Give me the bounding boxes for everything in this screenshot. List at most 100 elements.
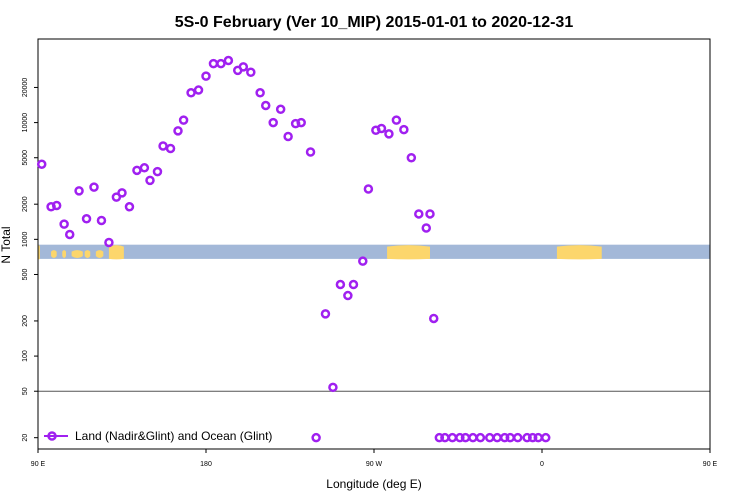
y-axis-label: N Total (0, 226, 13, 263)
data-point (178, 115, 189, 125)
data-point (255, 88, 265, 98)
y-tick-label: 500 (22, 269, 29, 281)
y-tick-label: 20000 (22, 78, 29, 98)
data-point (475, 432, 486, 443)
data-point (64, 229, 75, 240)
data-point (36, 159, 47, 169)
data-point (328, 382, 338, 393)
land-patch (71, 250, 83, 258)
data-point (173, 126, 183, 136)
data-point (132, 165, 142, 176)
data-point (455, 432, 465, 443)
data-point (145, 175, 155, 186)
data-point (335, 279, 346, 290)
ocean-band (38, 244, 710, 259)
data-point (384, 129, 394, 139)
x-tick-label: 180 (200, 461, 212, 468)
data-point (421, 223, 432, 233)
land-patch (95, 250, 104, 258)
data-point (447, 432, 458, 443)
chart-title: 5S-0 February (Ver 10_MIP) 2015-01-01 to… (175, 14, 574, 31)
data-point (158, 141, 168, 151)
data-point (522, 432, 532, 443)
data-point (425, 209, 435, 219)
data-point (59, 219, 69, 229)
land-patch (387, 245, 430, 260)
data-point (440, 432, 450, 443)
legend: Land (Nadir&Glint) and Ocean (Glint) (44, 429, 272, 443)
x-tick-label: 0 (540, 461, 544, 468)
y-axis: 20 50 100 200 500 1000 2000 5000 10000 20000 (22, 78, 38, 442)
x-axis-label: Longitude (deg E) (326, 477, 421, 491)
data-point (193, 85, 204, 95)
data-point (104, 237, 114, 248)
data-point (246, 67, 256, 77)
data-point (428, 313, 439, 324)
land-patch (108, 245, 124, 260)
data-point (484, 432, 495, 443)
data-point (399, 124, 409, 135)
data-point (540, 432, 551, 443)
data-point (320, 309, 331, 319)
legend-label: Land (Nadir&Glint) and Ocean (Glint) (75, 429, 272, 443)
y-tick-label: 2000 (22, 196, 29, 212)
data-point (165, 143, 176, 154)
land-patch (556, 245, 602, 260)
data-point (348, 279, 359, 290)
data-point (186, 88, 196, 98)
data-point (89, 182, 99, 192)
data-point (124, 202, 135, 212)
data-point (51, 200, 62, 211)
data-point (268, 117, 278, 128)
y-tick-label: 50 (22, 387, 29, 395)
y-tick-label: 200 (22, 315, 29, 327)
data-point (216, 58, 226, 69)
data-point (275, 104, 286, 115)
data-point (505, 432, 516, 443)
data-point (363, 184, 374, 194)
data-point (311, 432, 321, 443)
data-point (139, 163, 150, 173)
y-tick-label: 10000 (22, 113, 29, 133)
data-point (512, 432, 523, 443)
data-point (74, 186, 84, 196)
y-tick-label: 5000 (22, 150, 29, 166)
data-point (406, 152, 417, 163)
x-axis: 90 E 180 90 W 0 90 E (31, 449, 718, 468)
x-tick-label: 90 W (366, 461, 383, 468)
data-point (223, 55, 234, 66)
data-point (201, 71, 211, 81)
data-point (96, 215, 107, 226)
land-patch (51, 250, 57, 258)
x-tick-label: 90 E (703, 461, 718, 468)
data-point (414, 209, 424, 219)
data-point (305, 147, 316, 157)
land-patch (84, 250, 91, 258)
data-point (499, 432, 510, 443)
data-point (117, 188, 127, 198)
data-point (391, 115, 402, 125)
data-point (343, 290, 353, 301)
data-point (238, 62, 249, 72)
data-point (460, 432, 471, 443)
data-points (36, 55, 551, 443)
data-point (296, 117, 306, 128)
data-point (527, 432, 538, 443)
data-point (358, 256, 368, 266)
legend-marker (47, 431, 57, 441)
x-tick-label: 90 E (31, 461, 46, 468)
plot-frame (37, 38, 711, 450)
data-point (152, 166, 163, 177)
data-point (492, 432, 502, 443)
data-point (434, 432, 445, 443)
map-strip (38, 244, 710, 260)
data-point (283, 131, 293, 142)
data-point (533, 432, 544, 443)
data-point (468, 432, 478, 443)
data-point (81, 214, 92, 224)
data-point (376, 123, 387, 134)
land-patch (62, 250, 66, 258)
data-point (208, 58, 219, 69)
y-tick-label: 1000 (22, 231, 29, 247)
